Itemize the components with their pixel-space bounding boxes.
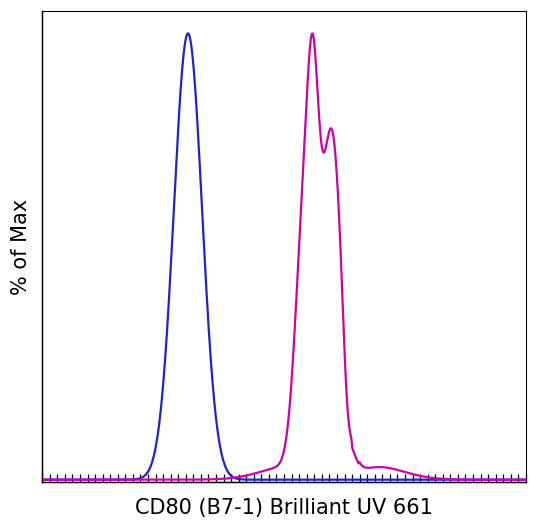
Y-axis label: % of Max: % of Max (11, 198, 31, 295)
X-axis label: CD80 (B7-1) Brilliant UV 661: CD80 (B7-1) Brilliant UV 661 (135, 498, 433, 518)
